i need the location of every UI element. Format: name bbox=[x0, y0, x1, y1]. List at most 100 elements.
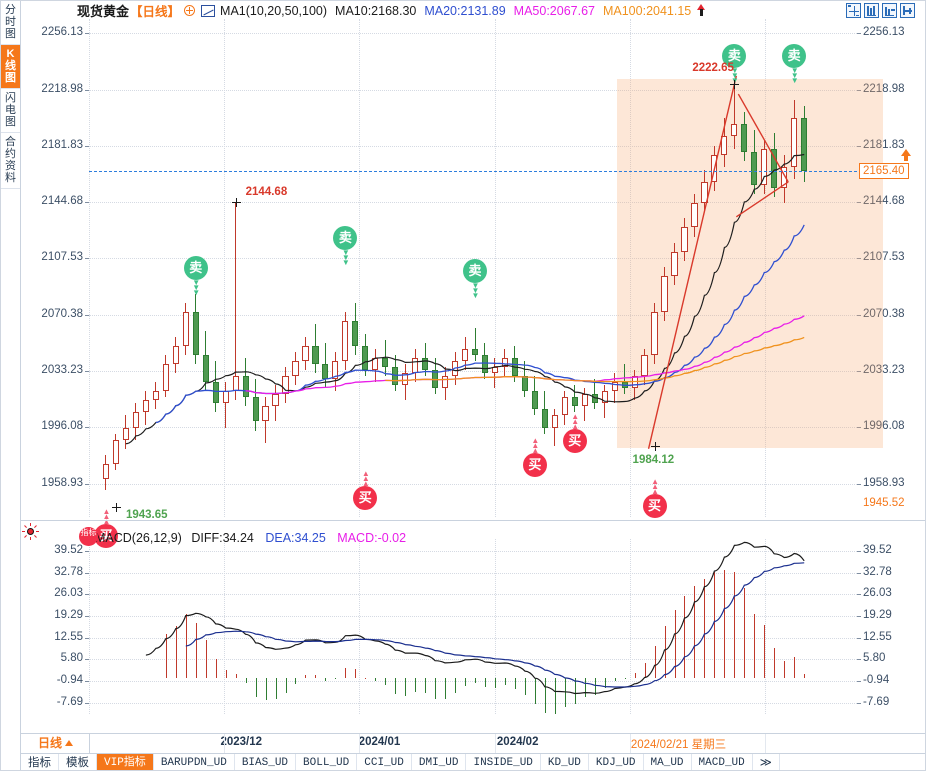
axis-tick bbox=[85, 680, 89, 682]
buy-signal-bubble[interactable]: 买 bbox=[642, 493, 667, 518]
macd-histogram-bar bbox=[235, 673, 237, 678]
buy-signal-bubble[interactable]: 买 bbox=[562, 428, 587, 453]
buy-signal-bubble[interactable]: 买 bbox=[522, 452, 547, 477]
left-sidebar: 分时图 K线图 闪电图 合约资料 bbox=[1, 1, 21, 770]
toolbar-item-item13[interactable]: ≫ bbox=[753, 754, 780, 770]
sun-ray bbox=[36, 531, 39, 532]
date-axis-label: 2024/01 bbox=[358, 736, 401, 748]
toolbar-item-bias_ud[interactable]: BIAS_UD bbox=[235, 754, 297, 770]
buy-signal-bubble[interactable]: 买 bbox=[353, 486, 378, 511]
candle-body bbox=[591, 394, 598, 404]
macd-histogram-bar bbox=[584, 677, 586, 698]
macd-histogram-bar bbox=[215, 659, 217, 678]
buy-marker[interactable]: ▲ ▲ ▲ 买 bbox=[92, 508, 120, 549]
candle-body bbox=[751, 151, 758, 185]
price-plot-area[interactable]: 卖 ▼ ▼ ▼ 卖 ▼ ▼ ▼ 卖 ▼ ▼ ▼ 卖 ▼ ▼ ▼ 卖 ▼ ▼ ▼ ▲ ▲ ▲ 买 ▲ ▲ … bbox=[89, 19, 857, 549]
macd-histogram-bar bbox=[465, 677, 467, 687]
sell-marker[interactable]: 卖 ▼ ▼ ▼ bbox=[780, 43, 808, 84]
sell-signal-bubble[interactable]: 卖 bbox=[722, 43, 747, 68]
add-indicator-icon[interactable] bbox=[184, 5, 196, 16]
candle-body bbox=[631, 376, 638, 389]
toolbar-item-ma_ud[interactable]: MA_UD bbox=[644, 754, 692, 770]
ma20-line bbox=[155, 224, 805, 424]
price-gridline bbox=[89, 483, 857, 485]
toolbar-item-dmi_ud[interactable]: DMI_UD bbox=[412, 754, 467, 770]
toolbar-item-macd_ud[interactable]: MACD_UD bbox=[692, 754, 753, 770]
candle-body bbox=[202, 354, 209, 383]
toolbar-item-barupdn_ud[interactable]: BARUPDN_UD bbox=[154, 754, 235, 770]
sun-ray bbox=[30, 537, 31, 540]
axis-tick bbox=[85, 594, 89, 596]
candle-body bbox=[312, 345, 319, 364]
sell-marker[interactable]: 卖 ▼ ▼ ▼ bbox=[182, 256, 210, 297]
price-chart-panel[interactable]: 卖 ▼ ▼ ▼ 卖 ▼ ▼ ▼ 卖 ▼ ▼ ▼ 卖 ▼ ▼ ▼ 卖 ▼ ▼ ▼ ▲ ▲ ▲ 买 ▲ ▲ … bbox=[21, 1, 925, 549]
sun-ray bbox=[24, 535, 27, 538]
date-axis: 日线 2023/12 2024/01 2024/02 2024/02/21 星期三 bbox=[21, 733, 925, 754]
extreme-cross-marker bbox=[730, 79, 740, 89]
sell-signal-bubble[interactable]: 卖 bbox=[463, 259, 488, 284]
buy-marker[interactable]: ▲ ▲ ▲ 买 bbox=[561, 412, 589, 453]
candle-body bbox=[471, 348, 479, 355]
crosshair-icon[interactable] bbox=[846, 3, 861, 18]
sidebar-item-contract-info[interactable]: 合约资料 bbox=[1, 133, 20, 189]
time-gridline bbox=[89, 19, 90, 517]
macd-panel[interactable]: 39.52 39.52 32.78 32.78 26.03 26.03 19.29 19.29… bbox=[21, 521, 925, 733]
sell-marker[interactable]: 卖 ▼ ▼ ▼ bbox=[461, 259, 489, 300]
macd-histogram-bar bbox=[435, 677, 437, 700]
sell-marker[interactable]: 卖 ▼ ▼ ▼ bbox=[720, 43, 748, 84]
ma100-line bbox=[385, 336, 805, 383]
date-axis-separator bbox=[359, 734, 361, 753]
time-gridline bbox=[629, 19, 631, 517]
macd-histogram-bar bbox=[425, 677, 427, 694]
toolbar-item-kd_ud[interactable]: KD_UD bbox=[541, 754, 589, 770]
toolbar-item-cci_ud[interactable]: CCI_UD bbox=[357, 754, 412, 770]
sell-signal-bubble[interactable]: 卖 bbox=[333, 225, 358, 250]
toolbar-item-item1[interactable]: 模板 bbox=[59, 754, 97, 770]
macd-axis-label-right: 32.78 bbox=[863, 565, 892, 578]
axis-tick bbox=[85, 314, 89, 316]
shift-right-icon[interactable] bbox=[900, 3, 915, 18]
axis-tick bbox=[857, 371, 861, 373]
sell-signal-bubble[interactable]: 卖 bbox=[183, 256, 208, 281]
macd-value: MACD:-0.02 bbox=[337, 531, 407, 545]
sell-signal-bubble[interactable]: 卖 bbox=[782, 43, 807, 68]
chart-type-icon[interactable] bbox=[201, 4, 216, 17]
candle-body bbox=[641, 354, 648, 376]
sidebar-item-lightning[interactable]: 闪电图 bbox=[1, 89, 20, 133]
candle-body bbox=[481, 354, 489, 373]
toolbar-item-vip[interactable]: VIP指标 bbox=[97, 754, 154, 770]
price-axis-label-left: 1958.93 bbox=[41, 476, 83, 489]
buy-signal-bubble[interactable]: 买 bbox=[93, 524, 118, 549]
candle-body bbox=[671, 251, 678, 276]
macd-histogram-bar bbox=[365, 677, 367, 679]
toolbar-item-item0[interactable]: 指标 bbox=[21, 754, 59, 770]
shrink-icon[interactable] bbox=[882, 3, 897, 18]
buy-marker[interactable]: ▲ ▲ ▲ 买 bbox=[521, 436, 549, 477]
ma-group-label: MA1(10,20,50,100) bbox=[220, 3, 328, 18]
buy-marker[interactable]: ▲ ▲ ▲ 买 bbox=[351, 470, 379, 511]
macd-histogram-bar bbox=[594, 677, 596, 695]
axis-tick bbox=[85, 615, 89, 617]
sidebar-item-candlestick[interactable]: K线图 bbox=[1, 45, 20, 89]
settings-sun-icon[interactable] bbox=[22, 523, 39, 540]
axis-tick bbox=[857, 659, 861, 661]
buy-marker[interactable]: ▲ ▲ ▲ 买 bbox=[641, 477, 669, 518]
candle-body bbox=[182, 312, 189, 346]
bars-icon[interactable] bbox=[864, 3, 879, 18]
macd-gridline bbox=[89, 659, 857, 661]
sidebar-item-timeline[interactable]: 分时图 bbox=[1, 1, 20, 45]
period-selector-button[interactable]: 日线 bbox=[22, 734, 90, 753]
toolbar-item-kdj_ud[interactable]: KDJ_UD bbox=[589, 754, 644, 770]
axis-tick bbox=[85, 550, 89, 552]
macd-histogram-bar bbox=[634, 672, 636, 678]
axis-tick bbox=[857, 314, 861, 316]
macd-axis-label-left: 5.80 bbox=[60, 652, 83, 665]
last-price-badge[interactable]: 2165.40 bbox=[859, 162, 909, 179]
macd-indicator-badge[interactable]: 指标 bbox=[79, 527, 98, 546]
toolbar-item-boll_ud[interactable]: BOLL_UD bbox=[296, 754, 358, 770]
sell-marker[interactable]: 卖 ▼ ▼ ▼ bbox=[331, 225, 359, 266]
toolbar-item-inside_ud[interactable]: INSIDE_UD bbox=[466, 754, 541, 770]
macd-axis-label-right: -7.69 bbox=[863, 695, 890, 708]
up-arrow-icon bbox=[696, 4, 707, 17]
macd-plot-area[interactable] bbox=[89, 539, 857, 714]
